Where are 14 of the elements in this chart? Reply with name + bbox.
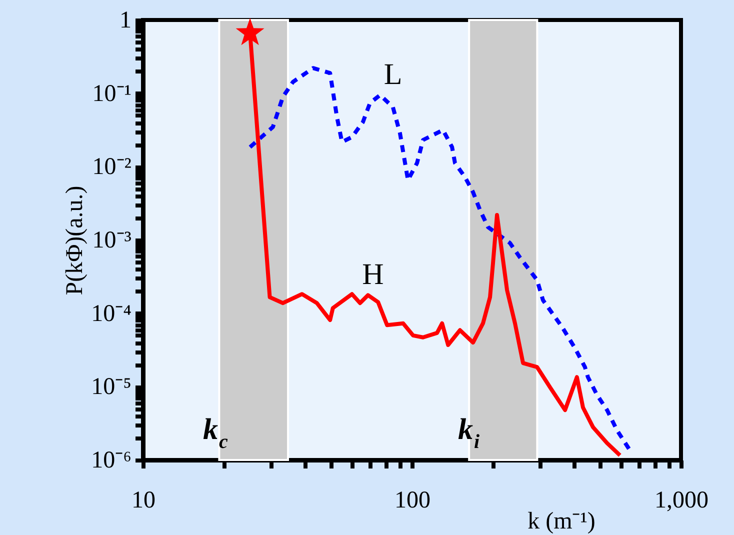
y-tick-label: 10⁻³ bbox=[92, 228, 132, 254]
x-axis-title: k (m⁻¹) bbox=[528, 508, 596, 534]
y-tick-label: 10⁻⁴ bbox=[91, 300, 132, 327]
x-tick-label: 1,000 bbox=[654, 488, 708, 514]
series-label: L bbox=[384, 58, 402, 91]
x-tick-label: 10 bbox=[132, 488, 156, 514]
series-label: H bbox=[362, 258, 384, 291]
y-tick-label: 10⁻¹ bbox=[92, 80, 132, 107]
x-tick-label: 100 bbox=[394, 488, 430, 514]
y-tick-label: 10⁻² bbox=[92, 154, 132, 180]
y-tick-label: 1 bbox=[120, 8, 132, 34]
y-axis-title: P(kΦ)(a.u.) bbox=[62, 186, 88, 296]
y-tick-label: 10⁻⁵ bbox=[91, 374, 132, 400]
y-tick-label: 10⁻⁶ bbox=[91, 448, 132, 474]
